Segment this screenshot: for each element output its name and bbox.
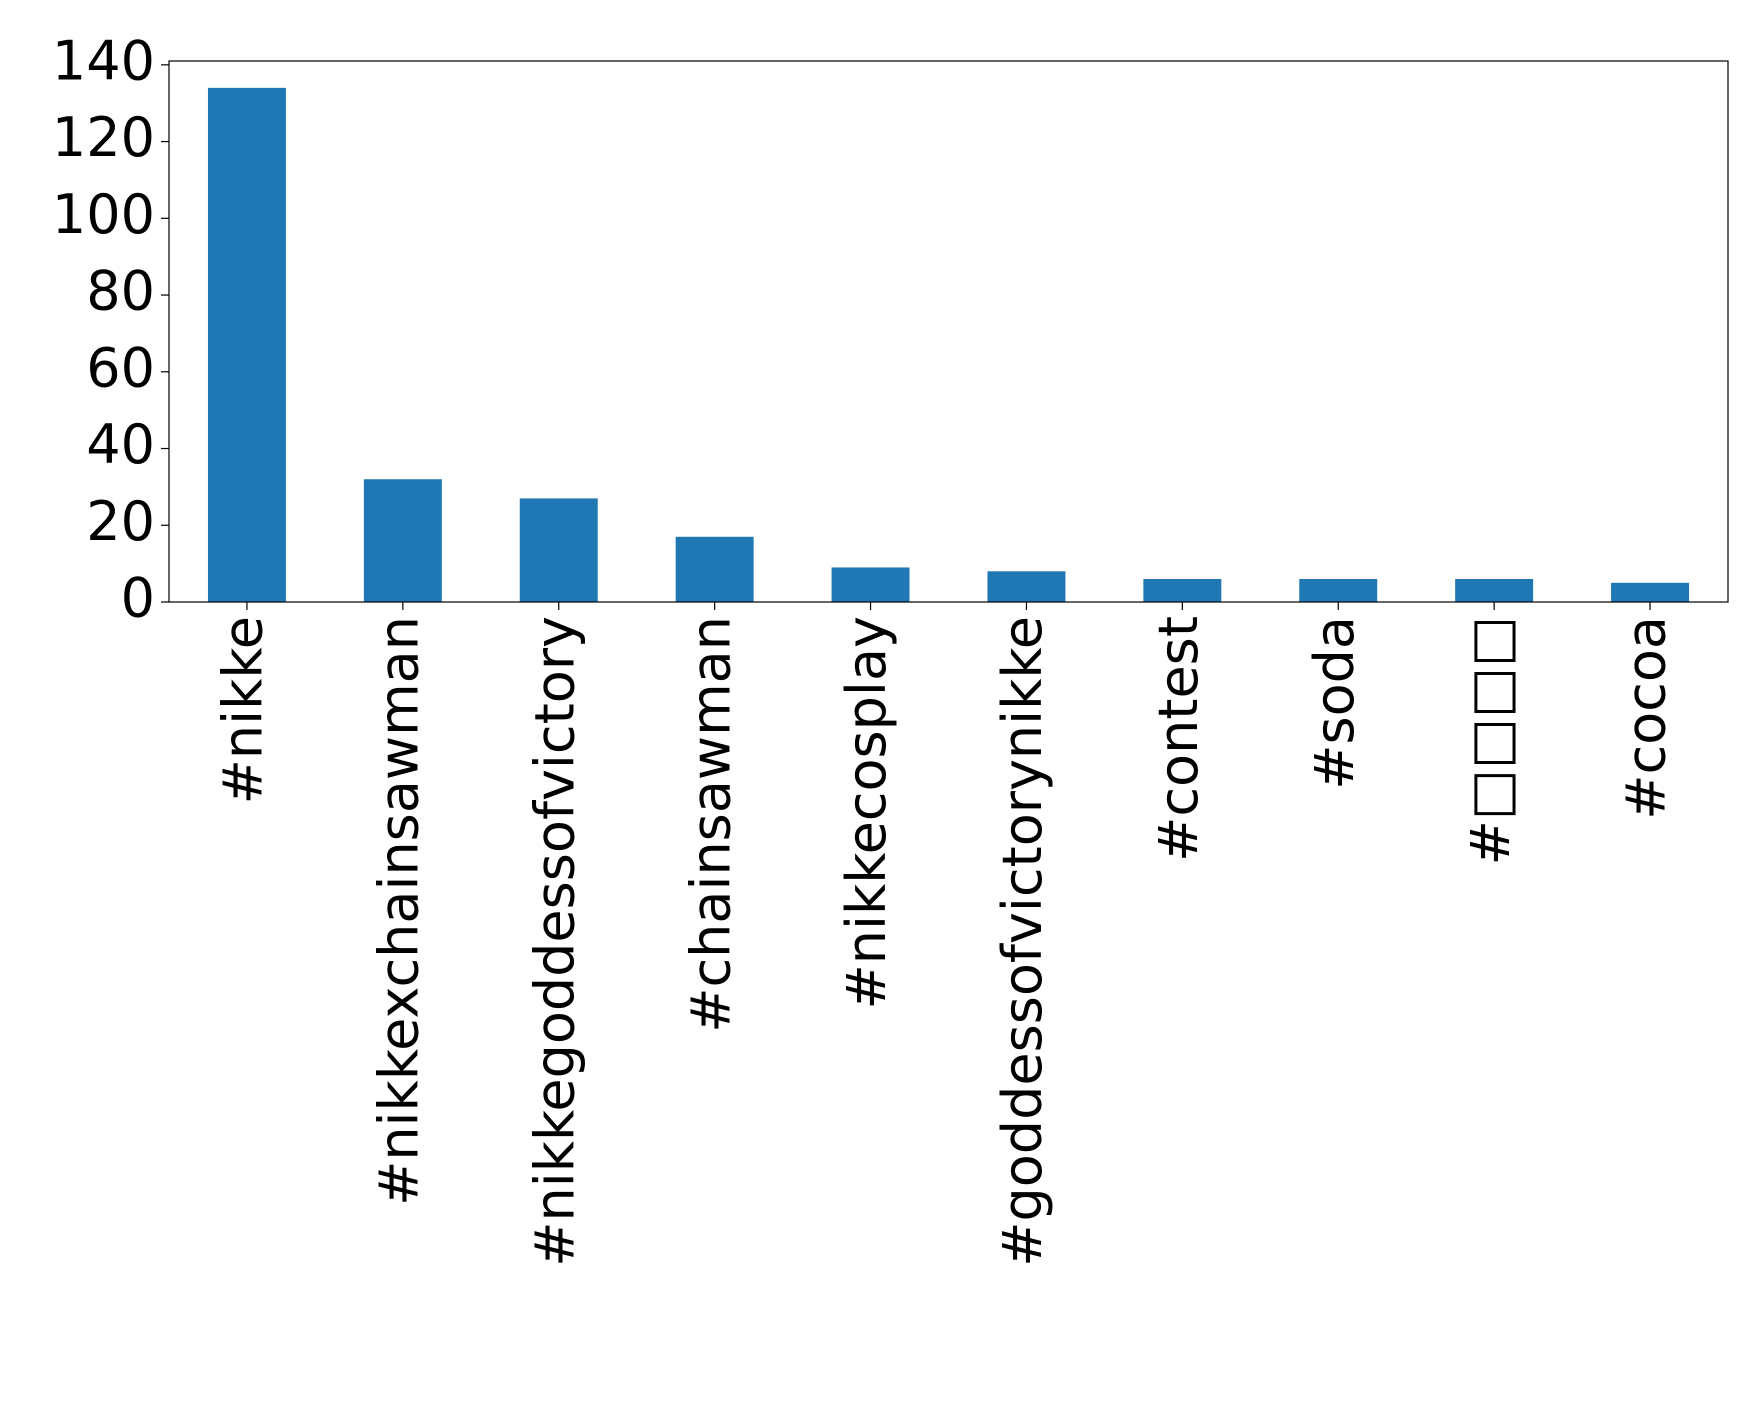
y-tick-label: 80 xyxy=(86,260,155,323)
x-tick-label: #soda xyxy=(1303,616,1366,790)
x-tick-label: #□□□□ xyxy=(1459,616,1522,865)
x-tick-label: #nikke xyxy=(212,616,275,804)
bar xyxy=(1611,582,1690,602)
axes-frame xyxy=(168,60,1729,603)
y-tick-label: 20 xyxy=(86,490,155,553)
y-tick-label: 0 xyxy=(121,567,155,630)
bar xyxy=(831,567,910,602)
bar xyxy=(207,87,286,602)
bar xyxy=(363,479,442,602)
x-tick-label: #cocoa xyxy=(1615,616,1678,820)
bar xyxy=(1143,578,1222,602)
bar xyxy=(675,536,754,602)
x-tick-label: #nikkexchainsawman xyxy=(367,616,430,1206)
bar xyxy=(987,571,1066,602)
x-tick-label: #nikkegoddessofvictory xyxy=(523,616,586,1267)
x-tick-label: #goddessofvictorynikke xyxy=(991,616,1054,1267)
y-tick-label: 120 xyxy=(52,106,155,169)
x-tick-label: #contest xyxy=(1147,616,1210,862)
y-tick-label: 140 xyxy=(52,29,155,92)
bar xyxy=(519,498,598,602)
y-tick-label: 100 xyxy=(52,183,155,246)
bar xyxy=(1299,578,1378,602)
x-tick-label: #nikkecosplay xyxy=(835,616,898,1010)
y-tick-label: 40 xyxy=(86,413,155,476)
x-tick-label: #chainsawman xyxy=(679,616,742,1033)
y-tick-label: 60 xyxy=(86,336,155,399)
bar xyxy=(1455,578,1534,602)
